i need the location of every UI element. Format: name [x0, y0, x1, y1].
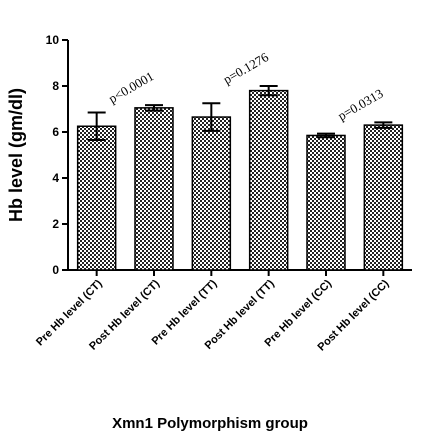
p-value-label: p<0.0001	[106, 68, 156, 106]
bar	[306, 134, 346, 271]
y-tick-label: 8	[52, 79, 59, 93]
p-value-label: p=0.1276	[221, 49, 272, 87]
y-tick-label: 2	[52, 217, 59, 231]
y-tick-label: 0	[52, 263, 59, 277]
error-bars	[87, 85, 393, 142]
y-axis-title: Hb level (gm/dl)	[6, 88, 26, 222]
bar	[76, 125, 117, 271]
bar	[248, 89, 289, 271]
y-tick-label: 10	[46, 33, 60, 47]
error-bar	[202, 102, 221, 132]
p-value-label: p=0.0313	[335, 86, 385, 124]
error-bar	[374, 121, 393, 129]
bar	[363, 124, 404, 271]
y-tick-label: 6	[52, 125, 59, 139]
error-bar	[87, 111, 106, 142]
bar	[191, 116, 232, 271]
error-bar	[317, 132, 335, 139]
error-bar	[145, 104, 163, 112]
bar	[134, 107, 174, 271]
y-tick-label: 4	[52, 171, 59, 185]
error-bar	[259, 85, 278, 97]
x-axis-title: Xmn1 Polymorphism group	[112, 415, 308, 432]
bars	[76, 89, 404, 271]
